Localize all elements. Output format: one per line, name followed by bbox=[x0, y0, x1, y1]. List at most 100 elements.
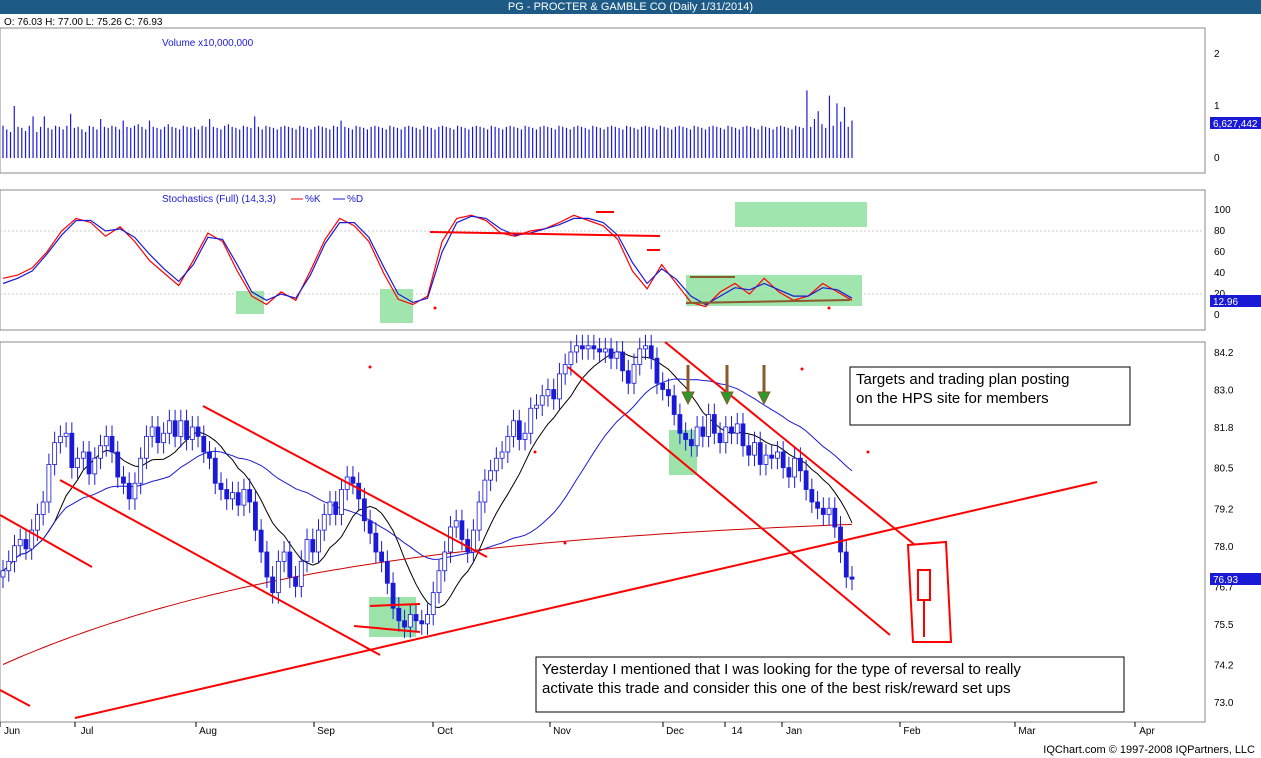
candle-body bbox=[614, 351, 620, 359]
candle-body bbox=[230, 492, 235, 500]
price-dot bbox=[866, 450, 870, 454]
x-tick-label: Mar bbox=[1018, 726, 1036, 737]
down-arrow-icon bbox=[757, 391, 771, 406]
candle-body bbox=[293, 576, 298, 587]
price-tick-label: 84.2 bbox=[1214, 348, 1234, 359]
x-tick-label: Aug bbox=[199, 726, 217, 737]
candle-body bbox=[476, 501, 482, 531]
x-tick-label: Sep bbox=[317, 726, 335, 737]
candle-body bbox=[373, 532, 379, 553]
stochastics-resistance-line bbox=[429, 231, 661, 237]
candle-body bbox=[40, 501, 46, 515]
candle-body bbox=[258, 529, 264, 553]
candle-body bbox=[298, 560, 304, 587]
candle-body bbox=[241, 489, 247, 506]
sketch-candle-body bbox=[917, 569, 931, 601]
candle-body bbox=[792, 457, 798, 478]
x-tick-label: Nov bbox=[553, 726, 571, 737]
price-tick-label: 83.0 bbox=[1214, 386, 1234, 397]
candle-body bbox=[333, 501, 339, 515]
chart-title: PG - PROCTER & GAMBLE CO (Daily 1/31/201… bbox=[507, 1, 754, 13]
candle-body bbox=[253, 501, 258, 531]
price-dot bbox=[800, 367, 804, 371]
candle-body bbox=[849, 576, 855, 580]
price-panel-frame bbox=[0, 341, 1206, 723]
price-dot bbox=[533, 450, 537, 454]
candle-body bbox=[717, 432, 723, 444]
volume-tick-label: 2 bbox=[1214, 49, 1220, 60]
down-arrow-icon bbox=[720, 391, 734, 406]
x-tick-label: Dec bbox=[666, 726, 684, 737]
candle-body bbox=[706, 414, 711, 437]
candle-body bbox=[608, 348, 614, 359]
volume-last-tag bbox=[1210, 117, 1261, 129]
plan-note-box bbox=[849, 366, 1131, 426]
volume-tick-label: 0 bbox=[1214, 153, 1220, 164]
trend-line bbox=[353, 625, 421, 633]
stochastics-last-tag bbox=[1210, 295, 1261, 307]
x-tick-label: Apr bbox=[1139, 726, 1155, 737]
ma-mid-line bbox=[2, 378, 853, 572]
candle-body bbox=[69, 432, 75, 469]
candle-body bbox=[109, 435, 115, 453]
trend-line bbox=[0, 689, 31, 707]
candle-body bbox=[671, 395, 677, 415]
candle-body bbox=[29, 529, 35, 550]
candle-body bbox=[539, 395, 545, 406]
candle-body bbox=[161, 432, 167, 444]
candle-body bbox=[92, 457, 98, 475]
trend-line bbox=[202, 405, 488, 558]
candle-body bbox=[769, 454, 775, 459]
candle-body bbox=[631, 364, 637, 384]
candle-body bbox=[752, 442, 757, 456]
candle-body bbox=[700, 426, 706, 437]
candle-body bbox=[57, 435, 63, 444]
candle-body bbox=[488, 470, 494, 481]
ma-long-line bbox=[2, 523, 853, 665]
plan-note-text: Targets and trading plan posting on the H… bbox=[856, 371, 1069, 407]
candle-body bbox=[511, 420, 516, 437]
candle-body bbox=[585, 345, 591, 350]
candle-body bbox=[339, 489, 344, 515]
candle-body bbox=[723, 426, 729, 444]
stochastics-highlight-box bbox=[380, 289, 413, 323]
candle-body bbox=[6, 560, 12, 572]
trend-line bbox=[567, 366, 891, 636]
candle-body bbox=[149, 426, 155, 437]
candle-body bbox=[115, 451, 121, 478]
price-tick-label: 81.8 bbox=[1214, 423, 1234, 434]
candle-body bbox=[189, 426, 195, 440]
candle-body bbox=[545, 389, 551, 397]
candle-body bbox=[683, 432, 689, 440]
candle-body bbox=[46, 464, 52, 503]
x-tick-label: Jul bbox=[81, 726, 94, 737]
candle-body bbox=[304, 539, 310, 562]
candle-body bbox=[98, 445, 103, 459]
candle-body bbox=[12, 545, 17, 562]
candle-body bbox=[80, 451, 86, 459]
candle-body bbox=[103, 435, 109, 447]
price-last-label: 76.93 bbox=[1213, 575, 1238, 586]
candle-body bbox=[780, 451, 786, 469]
stochastics-highlight-box bbox=[236, 291, 264, 314]
stochastics-tick-label: 80 bbox=[1214, 226, 1226, 237]
volume-last-label: 6,627,442 bbox=[1213, 119, 1258, 130]
candle-body bbox=[321, 514, 327, 531]
stochastics-panel-frame bbox=[0, 189, 1206, 331]
candle-body bbox=[499, 451, 505, 459]
candle-body bbox=[201, 435, 207, 453]
candle-body bbox=[166, 420, 172, 434]
candle-body bbox=[402, 620, 407, 628]
sketch-box bbox=[906, 540, 953, 643]
candle-body bbox=[568, 351, 574, 365]
stochastics-panel-title: Stochastics (Full) (14,3,3) bbox=[162, 194, 276, 205]
candle-body bbox=[820, 507, 826, 515]
candle-body bbox=[172, 420, 178, 437]
candle-body bbox=[86, 451, 92, 475]
stochastics-tick-label: 0 bbox=[1214, 310, 1220, 321]
candle-body bbox=[809, 489, 815, 503]
candle-body bbox=[557, 373, 562, 400]
candle-body bbox=[838, 526, 843, 553]
candle-body bbox=[361, 498, 367, 522]
price-dot bbox=[563, 541, 567, 545]
